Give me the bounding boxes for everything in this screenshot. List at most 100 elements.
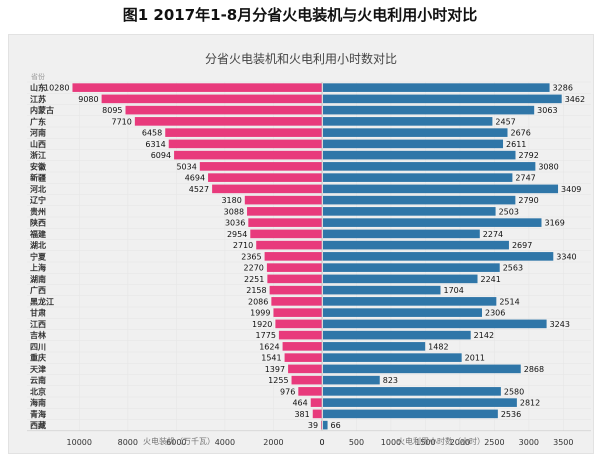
category-label: 甘肃	[30, 308, 46, 318]
right-data-label: 66	[331, 421, 341, 430]
left-bar	[256, 240, 322, 250]
left-axis-tick-label: 0	[319, 438, 324, 447]
right-bar	[323, 150, 516, 160]
category-label: 浙江	[30, 150, 46, 160]
right-data-label: 823	[383, 376, 398, 385]
right-data-label: 2697	[512, 241, 532, 250]
category-label: 新疆	[30, 173, 46, 183]
right-data-label: 3286	[553, 84, 573, 93]
left-bar	[72, 83, 322, 92]
right-data-label: 3063	[537, 106, 557, 115]
right-bar	[323, 195, 516, 205]
right-bar	[323, 252, 554, 261]
category-label: 重庆	[30, 353, 46, 363]
right-bar	[323, 364, 521, 374]
category-label: 广西	[30, 285, 46, 295]
category-label: 安徽	[30, 161, 47, 171]
left-data-label: 1541	[261, 354, 281, 363]
left-data-label: 976	[280, 387, 295, 396]
left-bar	[271, 297, 322, 306]
left-data-label: 2270	[244, 264, 264, 273]
right-data-label: 1704	[443, 286, 463, 295]
right-data-label: 2812	[520, 399, 540, 408]
left-axis-label: 火电装机（万千瓦）	[143, 436, 215, 446]
left-data-label: 1255	[268, 376, 288, 385]
right-data-label: 2306	[485, 309, 505, 318]
left-data-label: 4694	[185, 174, 205, 183]
left-bar	[266, 263, 322, 272]
right-data-label: 2676	[511, 129, 531, 138]
right-data-label: 2514	[499, 297, 519, 306]
left-data-label: 3180	[221, 196, 241, 205]
right-data-label: 2011	[465, 354, 485, 363]
category-label: 江西	[30, 319, 46, 329]
left-bar	[282, 342, 322, 351]
left-bar	[269, 285, 322, 295]
left-axis-tick-label: 6000	[166, 438, 186, 447]
left-data-label: 7710	[111, 117, 131, 126]
category-label: 北京	[30, 386, 46, 396]
left-data-label: 3036	[225, 219, 245, 228]
left-bar	[273, 308, 322, 317]
left-bar	[310, 398, 322, 407]
right-bar	[323, 319, 547, 329]
category-label: 辽宁	[30, 195, 46, 205]
right-bar	[323, 229, 480, 239]
right-data-label: 3409	[561, 185, 581, 194]
left-bar	[250, 229, 322, 239]
right-axis-tick-label: 2500	[484, 438, 504, 447]
left-bar	[288, 364, 322, 374]
category-label: 湖南	[30, 274, 46, 284]
right-bar	[323, 184, 559, 194]
right-data-label: 2747	[515, 174, 535, 183]
left-bar	[168, 139, 322, 149]
right-data-label: 2142	[474, 331, 494, 340]
left-data-label: 39	[308, 421, 318, 430]
right-axis-tick-label: 1500	[415, 438, 435, 447]
right-bar	[323, 274, 478, 284]
left-axis-tick-label: 10000	[67, 438, 92, 447]
right-data-label: 3080	[538, 162, 558, 171]
category-label: 内蒙古	[30, 105, 54, 115]
category-label: 西藏	[30, 420, 46, 430]
left-bar	[267, 274, 322, 284]
right-bar	[323, 173, 513, 182]
right-axis-tick-label: 2000	[450, 438, 470, 447]
left-data-label: 1775	[256, 331, 276, 340]
left-data-label: 5034	[176, 162, 196, 171]
category-label: 云南	[30, 375, 46, 385]
right-bar	[323, 139, 504, 149]
left-data-label: 1999	[250, 309, 270, 318]
right-bar	[323, 240, 509, 250]
left-bar	[298, 387, 322, 396]
right-axis-tick-label: 3500	[553, 438, 573, 447]
left-bar	[244, 195, 322, 205]
right-data-label: 3462	[565, 95, 585, 104]
bars-layer	[72, 83, 562, 430]
left-data-label: 1397	[265, 365, 285, 374]
right-axis-tick-label: 3000	[519, 438, 539, 447]
left-data-label: 10280	[44, 84, 69, 93]
left-bar	[212, 184, 322, 194]
right-bar	[323, 308, 482, 317]
left-data-label: 1624	[259, 342, 279, 351]
right-bar	[323, 353, 462, 362]
left-bar	[199, 162, 322, 171]
right-data-label: 3169	[544, 219, 564, 228]
left-data-label: 9080	[78, 95, 98, 104]
category-label: 江苏	[30, 94, 46, 104]
left-data-label: 3088	[224, 207, 244, 216]
left-bar	[275, 319, 322, 329]
left-bar	[208, 173, 322, 182]
category-label: 宁夏	[30, 251, 47, 261]
category-header: 省份	[31, 72, 45, 81]
category-label: 天津	[30, 364, 46, 374]
left-bar	[101, 94, 322, 104]
left-data-label: 6094	[151, 151, 171, 160]
right-data-label: 3243	[550, 320, 570, 329]
right-axis-tick-label: 500	[349, 438, 364, 447]
category-label: 贵州	[30, 206, 46, 216]
left-bar	[264, 252, 322, 261]
left-bar	[312, 409, 322, 419]
